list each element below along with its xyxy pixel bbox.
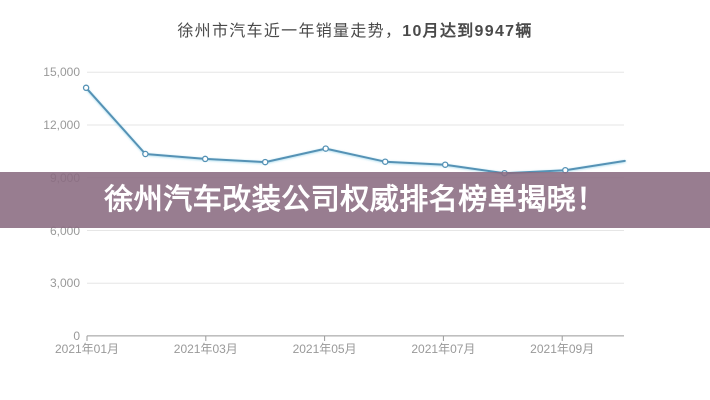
svg-text:2021年07月: 2021年07月 [411, 342, 475, 356]
svg-text:徐州汽车改装公司权威排名榜单揭晓！: 徐州汽车改装公司权威排名榜单揭晓！ [103, 182, 606, 216]
svg-text:2021年09月: 2021年09月 [530, 342, 594, 356]
svg-text:2021年01月: 2021年01月 [55, 342, 119, 356]
svg-text:12,000: 12,000 [43, 118, 80, 132]
svg-text:3,000: 3,000 [50, 276, 80, 290]
svg-text:0: 0 [73, 329, 80, 343]
svg-text:2021年05月: 2021年05月 [293, 342, 357, 356]
svg-text:2021年03月: 2021年03月 [174, 342, 238, 356]
svg-text:15,000: 15,000 [43, 65, 80, 79]
